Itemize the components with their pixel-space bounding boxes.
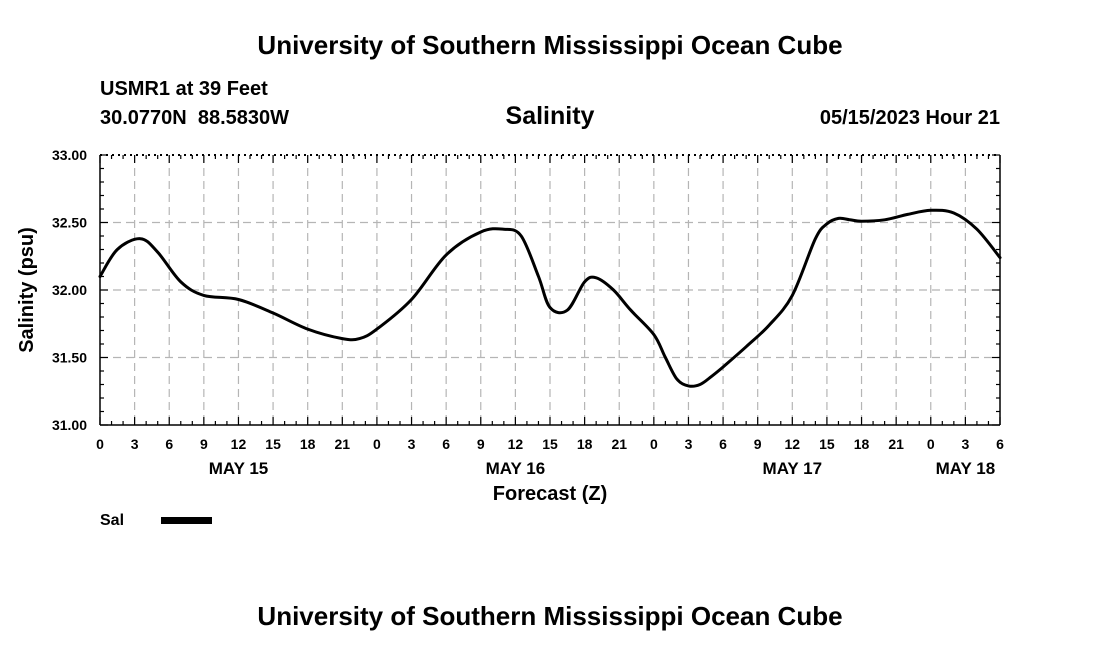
axis-ticks: [99, 154, 1001, 426]
coordinates-label: 30.0770N 88.5830W: [100, 107, 289, 129]
x-tick-label: 12: [508, 436, 524, 452]
x-tick-label: 9: [477, 436, 485, 452]
axis-labels: 0 3 6 9 12 15 18 21 0 3 6 9 12 15 18 21 0 3 6 9 12 15 18 21 0 3 6 3…: [52, 147, 1004, 478]
x-tick-label: 3: [408, 436, 416, 452]
y-tick-label: 32.50: [52, 215, 87, 231]
x-tick-label: 15: [819, 436, 835, 452]
chart-title: Salinity: [506, 102, 595, 130]
y-tick-label: 33.00: [52, 147, 87, 163]
x-tick-label: 21: [611, 436, 627, 452]
x-tick-label: 6: [996, 436, 1004, 452]
x-tick-label: 18: [300, 436, 316, 452]
x-tick-label: 12: [785, 436, 801, 452]
y-tick-label: 32.00: [52, 282, 87, 298]
date-label: MAY 17: [763, 459, 823, 478]
station-label: USMR1 at 39 Feet: [100, 78, 268, 100]
x-tick-label: 6: [719, 436, 727, 452]
series-line-sal: [98, 208, 1002, 388]
forecast-datetime: 05/15/2023 Hour 21: [820, 107, 1000, 129]
y-tick-label: 31.00: [52, 417, 87, 433]
y-axis-title: Salinity (psu): [16, 227, 38, 353]
date-label: MAY 18: [936, 459, 996, 478]
x-tick-label: 0: [96, 436, 104, 452]
legend-label: Sal: [100, 512, 124, 529]
x-tick-label: 9: [200, 436, 208, 452]
x-tick-label: 6: [165, 436, 173, 452]
x-tick-label: 18: [854, 436, 870, 452]
x-tick-label: 0: [927, 436, 935, 452]
x-tick-label: 0: [373, 436, 381, 452]
x-tick-label: 3: [685, 436, 693, 452]
legend-swatch: [161, 517, 212, 524]
x-tick-label: 3: [961, 436, 969, 452]
grid-lines: [100, 155, 1000, 425]
x-tick-label: 6: [442, 436, 450, 452]
x-tick-label: 21: [888, 436, 904, 452]
x-tick-label: 18: [577, 436, 593, 452]
x-axis-title: Forecast (Z): [493, 483, 607, 505]
x-tick-label: 12: [231, 436, 247, 452]
date-label: MAY 16: [486, 459, 546, 478]
x-tick-label: 21: [335, 436, 351, 452]
x-tick-label: 15: [265, 436, 281, 452]
x-tick-label: 0: [650, 436, 658, 452]
series-layer: [98, 208, 1002, 388]
x-tick-label: 9: [754, 436, 762, 452]
main-title: University of Southern Mississippi Ocean…: [257, 30, 842, 60]
date-label: MAY 15: [209, 459, 269, 478]
footer-title: University of Southern Mississippi Ocean…: [257, 601, 842, 631]
y-tick-label: 31.50: [52, 350, 87, 366]
x-tick-label: 15: [542, 436, 558, 452]
x-tick-label: 3: [131, 436, 139, 452]
